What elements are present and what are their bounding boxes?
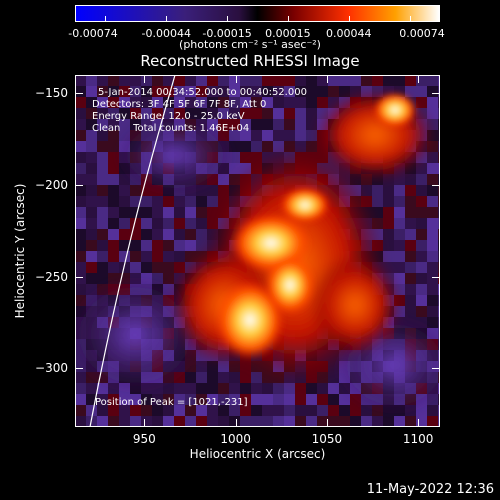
y-tick: [432, 93, 440, 95]
colorbar-gradient: [76, 6, 439, 21]
y-tick-label: −300: [35, 361, 68, 376]
colorbar-tick: [409, 16, 411, 21]
x-tick: [418, 75, 420, 83]
colorbar-tick-label: 0.00074: [399, 27, 445, 40]
rhessi-image: [75, 75, 440, 427]
y-tick-label: −150: [35, 86, 68, 101]
solar-limb: [89, 75, 176, 427]
x-tick: [326, 75, 328, 83]
colorbar: [75, 5, 440, 22]
colorbar-tick-label: 0.00015: [265, 27, 311, 40]
x-tick-label: 1050: [311, 432, 343, 446]
y-axis-label: Heliocentric Y (arcsec): [13, 183, 27, 319]
colorbar-tick-label: -0.00044: [141, 27, 191, 40]
detectors-text: Detectors: 3F 4F 5F 6F 7F 8F, Att 0: [92, 99, 267, 110]
timestamp-footer: 11-May-2022 12:36: [366, 482, 494, 497]
clean-counts-text: Clean Total counts: 1.46E+04: [92, 123, 250, 134]
y-tick: [432, 368, 440, 370]
y-tick: [75, 93, 83, 95]
x-tick-label: 1000: [220, 432, 251, 446]
x-tick: [326, 419, 328, 427]
plot-title: Reconstructed RHESSI Image: [140, 52, 360, 70]
y-tick-label: −250: [35, 269, 68, 284]
colorbar-tick: [166, 16, 168, 21]
x-tick: [235, 75, 237, 83]
time-range-text: 5-Jan-2014 00:34:52.000 to 00:40:52.000: [98, 87, 307, 98]
peak-position-text: Position of Peak = [1021,-231]: [95, 397, 248, 408]
colorbar-tick: [287, 16, 289, 21]
x-tick-label: 1100: [402, 432, 434, 446]
colorbar-tick: [227, 16, 229, 21]
energy-range-text: Energy Range: 12.0 - 25.0 keV: [92, 111, 245, 122]
x-tick: [144, 419, 146, 427]
colorbar-tick-label: 0.00044: [326, 27, 372, 40]
x-tick: [144, 75, 146, 83]
colorbar-tick-label: -0.00074: [68, 27, 118, 40]
rhessi-image-svg: [75, 75, 440, 427]
colorbar-tick-label: -0.00015: [202, 27, 252, 40]
colorbar-unit-label: (photons cm⁻² s⁻¹ asec⁻²): [179, 38, 321, 51]
x-tick: [235, 419, 237, 427]
y-tick: [432, 185, 440, 186]
y-tick: [432, 276, 440, 278]
x-tick: [418, 419, 420, 427]
y-tick: [75, 185, 83, 186]
y-tick: [75, 276, 83, 278]
x-tick-label: 950: [132, 432, 156, 446]
x-axis-label: Heliocentric X (arcsec): [189, 447, 326, 461]
colorbar-tick: [105, 16, 107, 21]
y-tick-label: −200: [35, 178, 68, 192]
colorbar-tick: [348, 16, 350, 21]
y-tick: [75, 368, 83, 370]
